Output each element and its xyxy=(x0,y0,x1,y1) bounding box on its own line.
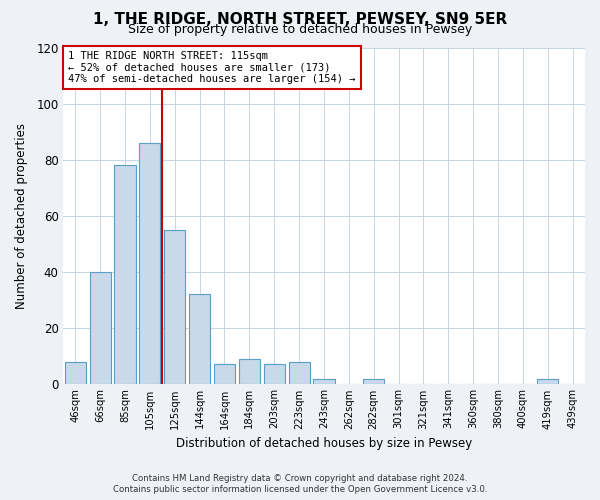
Bar xyxy=(313,378,335,384)
Bar xyxy=(164,230,185,384)
Bar xyxy=(189,294,210,384)
Bar xyxy=(214,364,235,384)
Bar xyxy=(537,378,558,384)
Text: 1 THE RIDGE NORTH STREET: 115sqm
← 52% of detached houses are smaller (173)
47% : 1 THE RIDGE NORTH STREET: 115sqm ← 52% o… xyxy=(68,51,356,84)
Bar xyxy=(289,362,310,384)
Bar xyxy=(65,362,86,384)
Bar xyxy=(363,378,384,384)
Text: Contains HM Land Registry data © Crown copyright and database right 2024.
Contai: Contains HM Land Registry data © Crown c… xyxy=(113,474,487,494)
Bar xyxy=(263,364,285,384)
Bar xyxy=(139,143,160,384)
Bar xyxy=(239,359,260,384)
Text: Size of property relative to detached houses in Pewsey: Size of property relative to detached ho… xyxy=(128,22,472,36)
Bar xyxy=(89,272,111,384)
Text: 1, THE RIDGE, NORTH STREET, PEWSEY, SN9 5ER: 1, THE RIDGE, NORTH STREET, PEWSEY, SN9 … xyxy=(93,12,507,28)
Bar xyxy=(115,166,136,384)
Y-axis label: Number of detached properties: Number of detached properties xyxy=(15,123,28,309)
X-axis label: Distribution of detached houses by size in Pewsey: Distribution of detached houses by size … xyxy=(176,437,472,450)
